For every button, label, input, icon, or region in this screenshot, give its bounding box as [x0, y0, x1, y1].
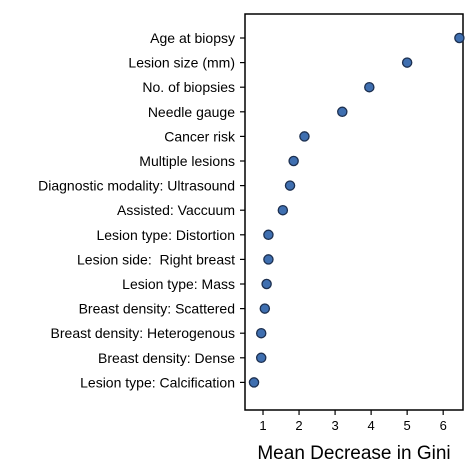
category-label: Lesion type: Mass [122, 276, 235, 292]
data-point [263, 254, 274, 265]
category-label: Lesion size (mm) [128, 55, 235, 71]
category-label: Assisted: Vaccuum [117, 202, 235, 218]
data-point [337, 106, 348, 118]
data-point [259, 303, 271, 314]
category-label: Breast density: Heterogenous [51, 325, 235, 341]
data-point [299, 131, 310, 142]
data-point [284, 180, 296, 191]
data-point [364, 81, 375, 93]
x-tick-label: 3 [331, 418, 338, 433]
category-labels: Age at biopsy Lesion size (mm) No. of biop… [38, 30, 245, 390]
category-label: Breast density: Dense [98, 350, 235, 366]
plot-frame [244, 13, 464, 411]
data-point [288, 155, 299, 167]
x-tick-label: 5 [404, 418, 411, 433]
category-label: No. of biopsies [142, 79, 235, 95]
data-point [263, 229, 274, 241]
category-label: Breast density: Scattered [79, 301, 235, 317]
data-point [248, 377, 260, 388]
category-label: Diagnostic modality: Ultrasound [38, 178, 235, 194]
category-label: Lesion type: Calcification [80, 374, 235, 390]
category-label: Multiple lesions [139, 153, 235, 169]
data-point [255, 327, 267, 339]
category-label: Lesion type: Distortion [96, 227, 235, 243]
x-tick-label: 4 [367, 418, 374, 433]
category-label: Lesion side: Right breast [77, 251, 235, 267]
data-point [255, 352, 267, 364]
x-tick-label: 2 [295, 418, 302, 433]
x-tick-label: 1 [259, 418, 266, 433]
category-label: Age at biopsy [150, 30, 235, 46]
data-point [454, 32, 465, 44]
data-points [248, 32, 465, 388]
category-label: Needle gauge [148, 104, 235, 120]
x-axis-title: Mean Decrease in Gini [257, 443, 450, 464]
data-point [261, 278, 272, 290]
data-point [277, 204, 289, 216]
x-tick-label: 6 [440, 418, 447, 433]
x-axis-ticks: 1 2 3 4 5 6 [259, 410, 447, 433]
data-point [401, 57, 413, 68]
category-label: Cancer risk [164, 128, 236, 144]
